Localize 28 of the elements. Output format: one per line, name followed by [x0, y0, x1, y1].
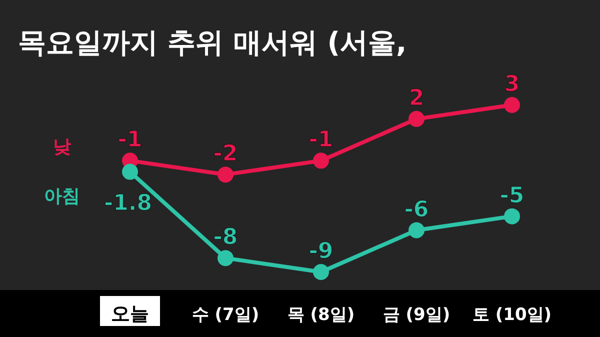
point	[408, 222, 424, 238]
data-label: -1	[118, 128, 142, 153]
series-label: 낮	[53, 136, 71, 158]
series-label: 아침	[44, 186, 80, 207]
data-label: -1	[308, 128, 334, 153]
point	[408, 110, 424, 127]
x-tick-label: 오늘	[111, 303, 149, 325]
point	[218, 166, 234, 183]
point	[122, 164, 138, 180]
data-label: -2	[213, 142, 238, 167]
x-tick: 수 (7일)	[192, 305, 260, 325]
point	[313, 152, 329, 169]
point	[504, 97, 520, 113]
data-label: -8	[213, 225, 238, 250]
point	[504, 208, 520, 224]
x-tick: 오늘	[100, 296, 160, 326]
data-label: -5	[500, 183, 524, 208]
x-tick: 목 (8일)	[287, 305, 355, 325]
point	[218, 250, 234, 266]
data-label: 2	[408, 86, 424, 111]
data-label: -9	[308, 239, 334, 264]
data-label: -1.8	[104, 190, 152, 216]
data-label: -6	[404, 197, 429, 222]
x-tick: 금 (9일)	[382, 305, 450, 325]
x-tick: 토 (10일)	[472, 305, 552, 325]
data-label: 3	[504, 72, 520, 97]
title: 목요일까지 추위 매서워 (서울,	[18, 26, 407, 59]
point	[313, 264, 329, 280]
